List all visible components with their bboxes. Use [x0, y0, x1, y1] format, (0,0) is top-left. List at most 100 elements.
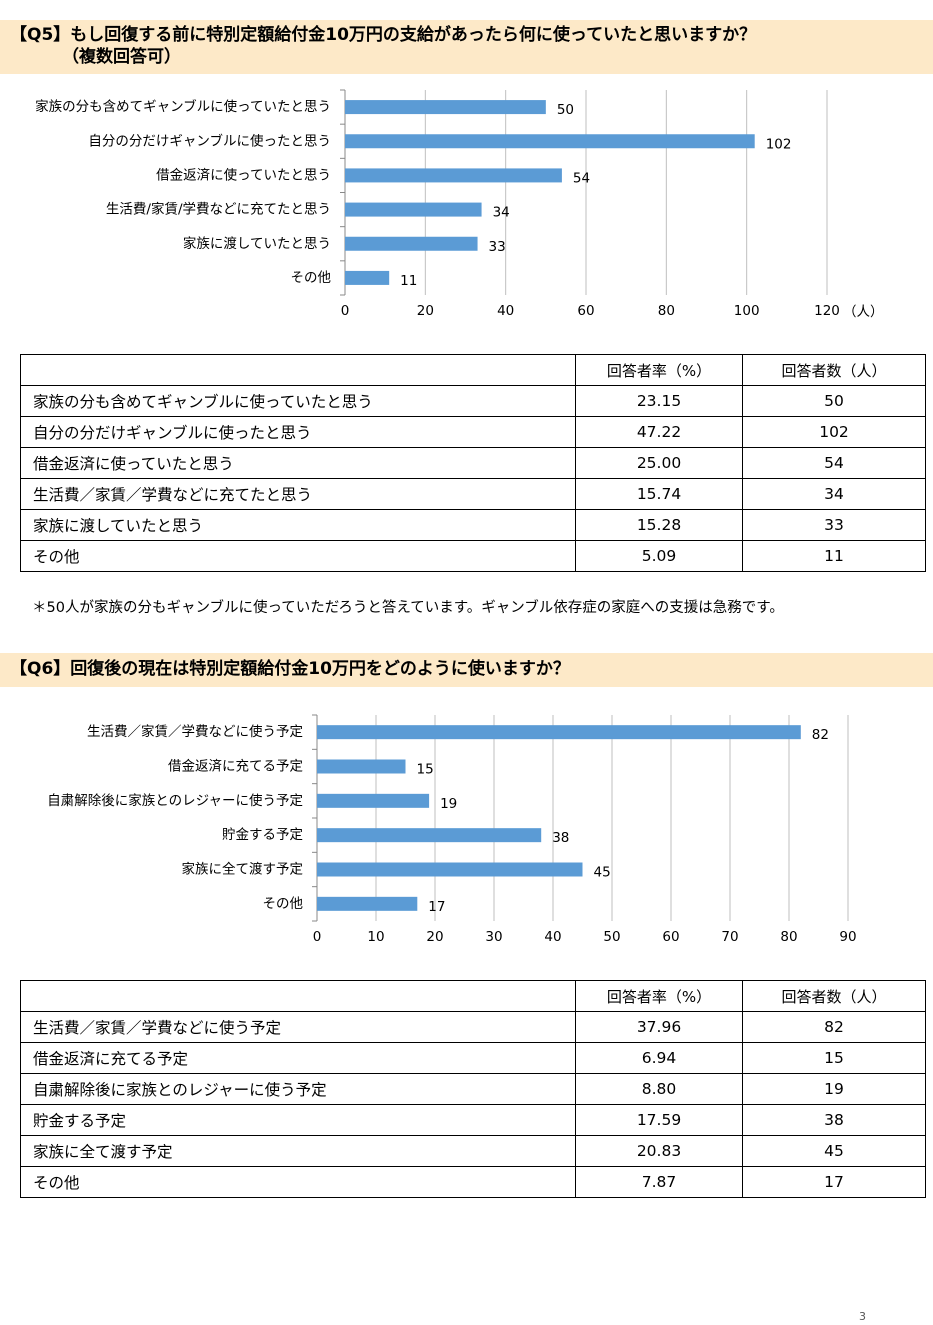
category-label: 借金返済に充てる予定	[168, 759, 303, 775]
bar	[317, 862, 583, 877]
row-label: その他	[20, 540, 576, 572]
bar	[317, 896, 418, 911]
x-tick-label: 40	[544, 929, 561, 945]
row-rate: 15.74	[575, 478, 743, 510]
data-label: 45	[594, 865, 611, 881]
data-label: 38	[552, 830, 569, 846]
row-rate: 23.15	[575, 385, 743, 417]
header-blank-cell	[20, 354, 576, 386]
bar	[317, 793, 430, 808]
x-tick-label: 60	[662, 929, 679, 945]
x-tick-label: 120	[814, 303, 840, 319]
x-tick-label: 70	[721, 929, 738, 945]
row-rate: 7.87	[575, 1166, 743, 1198]
row-rate: 6.94	[575, 1042, 743, 1074]
bar	[345, 168, 562, 183]
row-label: 借金返済に充てる予定	[20, 1042, 576, 1074]
row-label: その他	[20, 1166, 576, 1198]
row-label: 自粛解除後に家族とのレジャーに使う予定	[20, 1073, 576, 1105]
row-rate: 17.59	[575, 1104, 743, 1136]
bar	[317, 725, 801, 740]
row-count: 45	[742, 1135, 926, 1167]
table-row: 家族の分も含めてギャンブルに使っていたと思う 23.15 50	[20, 385, 926, 417]
q6-title-banner: 【Q6】回復後の現在は特別定額給付金10万円をどのように使いますか？	[0, 653, 933, 687]
row-label: 自分の分だけギャンブルに使ったと思う	[20, 416, 576, 448]
q5-bar-chart: 家族の分も含めてギャンブルに使っていたと思う 50 自分の分だけギャンブルに使ったと…	[35, 89, 884, 320]
row-label: 貯金する予定	[20, 1104, 576, 1136]
data-label: 102	[766, 136, 792, 152]
row-rate: 20.83	[575, 1135, 743, 1167]
data-label: 34	[493, 205, 510, 221]
x-tick-label: 50	[603, 929, 620, 945]
category-label: 生活費／家賃／学費などに使う予定	[87, 723, 303, 740]
data-label: 17	[428, 899, 445, 915]
category-label: 借金返済に使っていたと思う	[156, 166, 331, 183]
category-label: 家族に全て渡す予定	[182, 861, 304, 878]
row-label: 家族に全て渡す予定	[20, 1135, 576, 1167]
table-row: 生活費／家賃／学費などに充てたと思う 15.74 34	[20, 478, 926, 510]
header-blank-cell	[20, 980, 576, 1012]
q5-title-banner: 【Q5】もし回復する前に特別定額給付金10万円の支給があったら何に使っていたと思…	[0, 20, 933, 74]
q5-title: 【Q5】もし回復する前に特別定額給付金10万円の支給があったら何に使っていたと思…	[10, 25, 757, 45]
x-tick-label: 60	[577, 303, 594, 319]
row-count: 15	[742, 1042, 926, 1074]
q5-table: 回答者率（%） 回答者数（人） 家族の分も含めてギャンブルに使っていたと思う 23…	[20, 354, 926, 572]
page-number: 3	[859, 1310, 866, 1323]
bar	[345, 202, 482, 217]
x-tick-label: 0	[313, 929, 322, 945]
col-count-header: 回答者数（人）	[742, 354, 926, 386]
table-row: 家族に渡していたと思う 15.28 33	[20, 509, 926, 541]
row-rate: 15.28	[575, 509, 743, 541]
q6-title: 【Q6】回復後の現在は特別定額給付金10万円をどのように使いますか？	[10, 659, 570, 679]
row-count: 38	[742, 1104, 926, 1136]
q6-bar-chart: 生活費／家賃／学費などに使う予定 82 借金返済に充てる予定 15 自粛解除後に家族との…	[47, 714, 857, 945]
x-tick-label: 100	[734, 303, 760, 319]
x-tick-label: 90	[839, 929, 856, 945]
row-count: 19	[742, 1073, 926, 1105]
x-tick-label: 20	[417, 303, 434, 319]
row-label: 生活費／家賃／学費などに使う予定	[20, 1011, 576, 1043]
table-row: 家族に全て渡す予定 20.83 45	[20, 1135, 926, 1167]
table-row: 借金返済に使っていたと思う 25.00 54	[20, 447, 926, 479]
x-tick-label: 80	[658, 303, 675, 319]
row-count: 102	[742, 416, 926, 448]
q6-table: 回答者率（%） 回答者数（人） 生活費／家賃／学費などに使う予定 37.96 82 借…	[20, 980, 926, 1198]
data-label: 82	[812, 727, 829, 743]
row-rate: 25.00	[575, 447, 743, 479]
table-row: 生活費／家賃／学費などに使う予定 37.96 82	[20, 1011, 926, 1043]
row-count: 11	[742, 540, 926, 572]
col-rate-header: 回答者率（%）	[575, 980, 743, 1012]
q5-note: ＊50人が家族の分もギャンブルに使っていただろうと答えています。ギャンブル依存症…	[32, 600, 784, 616]
category-label: 自分の分だけギャンブルに使ったと思う	[88, 132, 331, 149]
x-tick-label: 40	[497, 303, 514, 319]
x-tick-label: 20	[426, 929, 443, 945]
data-label: 11	[400, 273, 417, 289]
category-label: 家族の分も含めてギャンブルに使っていたと思う	[35, 98, 331, 115]
bar	[345, 270, 390, 285]
category-label: 生活費/家賃/学費などに充てたと思う	[106, 201, 331, 218]
category-label: その他	[291, 270, 332, 286]
table-row: その他 5.09 11	[20, 540, 926, 572]
data-label: 33	[489, 239, 506, 255]
bar	[345, 100, 546, 115]
x-tick-label: 80	[780, 929, 797, 945]
bar	[317, 828, 542, 843]
row-count: 34	[742, 478, 926, 510]
bar	[317, 759, 406, 774]
table-row: その他 7.87 17	[20, 1166, 926, 1198]
row-count: 33	[742, 509, 926, 541]
row-rate: 37.96	[575, 1011, 743, 1043]
x-tick-label: 30	[485, 929, 502, 945]
table-header-row: 回答者率（%） 回答者数（人）	[20, 354, 926, 386]
row-label: 生活費／家賃／学費などに充てたと思う	[20, 478, 576, 510]
table-row: 貯金する予定 17.59 38	[20, 1104, 926, 1136]
data-label: 15	[417, 762, 434, 778]
row-rate: 8.80	[575, 1073, 743, 1105]
row-rate: 47.22	[575, 416, 743, 448]
category-label: 家族に渡していたと思う	[183, 235, 331, 252]
x-tick-label: 0	[341, 303, 350, 319]
row-label: 借金返済に使っていたと思う	[20, 447, 576, 479]
row-count: 50	[742, 385, 926, 417]
x-tick-label: 10	[367, 929, 384, 945]
table-row: 自分の分だけギャンブルに使ったと思う 47.22 102	[20, 416, 926, 448]
